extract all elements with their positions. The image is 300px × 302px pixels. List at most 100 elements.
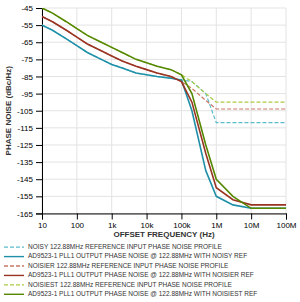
x-tick-mark bbox=[112, 213, 113, 219]
x-tick: 100k bbox=[173, 213, 191, 230]
legend-label: NOISIEST 122.88MHz REFERENCE INPUT PHASE… bbox=[28, 281, 233, 288]
series-line bbox=[42, 25, 286, 123]
x-tick-mark bbox=[216, 213, 217, 219]
y-tick-mark bbox=[36, 8, 42, 9]
y-tick: -95 bbox=[21, 90, 42, 99]
y-tick: -135 bbox=[17, 158, 42, 167]
legend-label: NOISIER 122.88MHz REFERENCE INPUT PHASE … bbox=[28, 262, 229, 269]
x-tick-label: 100 bbox=[71, 221, 85, 230]
y-tick-label: -65 bbox=[21, 38, 33, 47]
x-tick: 10M bbox=[244, 213, 260, 230]
y-tick: -45 bbox=[21, 4, 42, 13]
legend-item: NOISIEST 122.88MHz REFERENCE INPUT PHASE… bbox=[4, 281, 233, 288]
y-tick-label: -75 bbox=[21, 55, 33, 64]
x-tick-label: 10 bbox=[38, 221, 47, 230]
x-tick-mark bbox=[286, 213, 287, 219]
grid-line-y bbox=[42, 179, 286, 180]
series-line bbox=[42, 8, 286, 208]
y-tick-mark bbox=[36, 25, 42, 26]
grid-line-y bbox=[42, 110, 286, 111]
plot-area: 101001k10k100k1M10M100M-165-155-145-135-… bbox=[17, 4, 297, 230]
grid-line-y bbox=[42, 8, 286, 9]
legend-swatch bbox=[4, 284, 24, 285]
grid-line-y bbox=[42, 196, 286, 197]
legend-item: NOISIER 122.88MHz REFERENCE INPUT PHASE … bbox=[4, 262, 229, 269]
legend-label: NOISY 122.88MHz REFERENCE INPUT PHASE NO… bbox=[28, 243, 222, 250]
grid-line-y bbox=[42, 59, 286, 60]
y-tick-mark bbox=[36, 145, 42, 146]
x-tick-label: 1M bbox=[211, 221, 222, 230]
series-line bbox=[42, 8, 286, 102]
y-tick-label: -55 bbox=[21, 21, 33, 30]
y-tick-mark bbox=[36, 59, 42, 60]
legend-swatch bbox=[4, 265, 24, 266]
x-tick-mark bbox=[251, 213, 252, 219]
chart: NOISY 122.88MHz REFERENCE INPUT PHASE NO… bbox=[0, 0, 300, 302]
x-tick-mark bbox=[147, 213, 148, 219]
y-tick-label: -95 bbox=[21, 90, 33, 99]
y-tick: -155 bbox=[17, 192, 42, 201]
grid-line-y bbox=[42, 25, 286, 26]
legend-item: AD9523-1 PLL1 OUTPUT PHASE NOISE @ 122.8… bbox=[4, 271, 254, 278]
legend-item: AD9523-1 PLL1 OUTPUT PHASE NOISE @ 122.8… bbox=[4, 252, 247, 259]
y-tick: -65 bbox=[21, 38, 42, 47]
x-tick-label: 100k bbox=[173, 221, 191, 230]
grid-line-y bbox=[42, 127, 286, 128]
y-tick: -85 bbox=[21, 73, 42, 82]
x-axis-title: OFFSET FREQUENCY (Hz) bbox=[113, 230, 215, 239]
y-tick: -165 bbox=[17, 210, 42, 219]
y-tick-label: -145 bbox=[17, 175, 34, 184]
y-tick-mark bbox=[36, 111, 42, 112]
x-tick: 10k bbox=[141, 213, 155, 230]
legend-item: AD9523-1 PLL1 OUTPUT PHASE NOISE @ 122.8… bbox=[4, 290, 257, 297]
x-tick: 1M bbox=[211, 213, 222, 230]
grid-line-y bbox=[42, 93, 286, 94]
y-tick-label: -125 bbox=[17, 141, 34, 150]
y-tick: -125 bbox=[17, 141, 42, 150]
lines bbox=[42, 8, 286, 208]
series-line bbox=[42, 17, 286, 205]
legend-label: AD9523-1 PLL1 OUTPUT PHASE NOISE @ 122.8… bbox=[28, 252, 247, 259]
y-tick-label: -105 bbox=[17, 107, 34, 116]
x-axis-line bbox=[43, 214, 287, 220]
legend-item: NOISY 122.88MHz REFERENCE INPUT PHASE NO… bbox=[4, 243, 222, 250]
y-tick-mark bbox=[36, 213, 42, 214]
y-tick-mark bbox=[36, 94, 42, 95]
x-tick: 100M bbox=[276, 213, 296, 230]
legend-label: AD9523-1 PLL1 OUTPUT PHASE NOISE @ 122.8… bbox=[28, 290, 257, 297]
grid-line-y bbox=[42, 42, 286, 43]
y-tick-label: -115 bbox=[18, 124, 34, 133]
x-tick-label: 10k bbox=[141, 221, 155, 230]
x-tick-label: 100M bbox=[276, 221, 296, 230]
y-tick: -55 bbox=[21, 21, 42, 30]
y-tick-mark bbox=[36, 196, 42, 197]
y-tick: -105 bbox=[17, 107, 42, 116]
y-tick-mark bbox=[36, 162, 42, 163]
x-tick-label: 10M bbox=[244, 221, 260, 230]
y-tick-mark bbox=[36, 128, 42, 129]
y-axis-line bbox=[36, 9, 43, 214]
series-line bbox=[42, 25, 286, 208]
y-tick-mark bbox=[36, 42, 42, 43]
legend-swatch bbox=[4, 256, 24, 257]
y-tick: -145 bbox=[17, 175, 42, 184]
y-axis: -165 -155 -145 -135 -125 -115 -105 -95 -85 -75 -65… bbox=[17, 4, 43, 218]
grid-line-y bbox=[42, 144, 286, 145]
grid-line-y bbox=[42, 162, 286, 163]
y-tick-label: -135 bbox=[17, 158, 34, 167]
legend-label: AD9523-1 PLL1 OUTPUT PHASE NOISE @ 122.8… bbox=[28, 271, 254, 278]
x-tick: 100 bbox=[71, 213, 85, 230]
y-tick-mark bbox=[36, 179, 42, 180]
legend-swatch bbox=[4, 275, 24, 276]
y-tick-label: -45 bbox=[21, 4, 33, 13]
x-axis: 10 100 1k 10k 100k 1M 10M 100M bbox=[38, 213, 297, 230]
y-axis-title: PHASE NOISE (dBc/Hz) bbox=[4, 66, 13, 156]
legend: NOISY 122.88MHz REFERENCE INPUT PHASE NO… bbox=[4, 243, 257, 297]
grid bbox=[42, 8, 286, 213]
y-tick-mark bbox=[36, 76, 42, 77]
x-tick: 1k bbox=[108, 213, 117, 230]
y-tick-label: -85 bbox=[21, 73, 33, 82]
x-tick-mark bbox=[181, 213, 182, 219]
y-tick-label: -165 bbox=[17, 210, 34, 219]
legend-swatch bbox=[4, 294, 24, 295]
